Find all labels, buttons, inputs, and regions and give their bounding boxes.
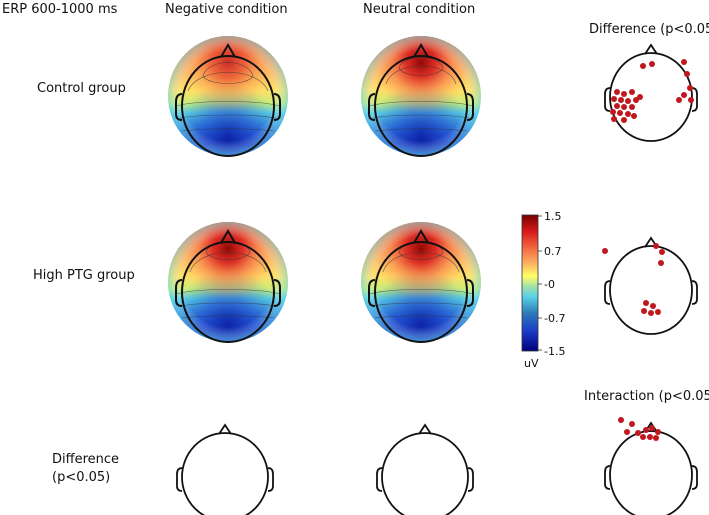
row-label-control: Control group [37, 81, 126, 96]
topomap-control-negative [168, 36, 288, 157]
topomap-control-neutral [361, 36, 481, 157]
colorbar-tick-1.5: 1.5 [544, 210, 562, 223]
row-label-difference-p: (p<0.05) [52, 470, 111, 485]
column-header-negative: Negative condition [165, 2, 288, 17]
head-highptg-difference [604, 236, 698, 335]
head-difference-neutral [376, 423, 474, 515]
head-difference-negative [176, 423, 274, 515]
colorbar-tick-0.7: 0.7 [544, 245, 562, 258]
colorbar [521, 214, 539, 352]
figure-title: ERP 600-1000 ms [2, 2, 118, 17]
colorbar-tick-neg-1.5: -1.5 [544, 345, 566, 358]
column-header-neutral: Neutral condition [363, 2, 476, 17]
column-header-difference: Difference (p<0.05) [589, 22, 709, 37]
colorbar-tick-neg-0.7: -0.7 [544, 312, 566, 325]
topomap-highptg-negative [168, 222, 288, 343]
electrodes-control-difference [610, 59, 694, 123]
head-control-difference [604, 43, 698, 142]
electrodes-interaction [618, 417, 661, 441]
colorbar-tick-0: -0 [544, 278, 555, 291]
topomap-highptg-neutral [361, 222, 481, 343]
electrodes-highptg-difference [602, 243, 665, 316]
colorbar-unit: uV [524, 357, 539, 370]
row-label-difference: Difference [52, 452, 120, 467]
interaction-label: Interaction (p<0.05) [584, 389, 709, 404]
row-label-high-ptg: High PTG group [33, 268, 135, 283]
